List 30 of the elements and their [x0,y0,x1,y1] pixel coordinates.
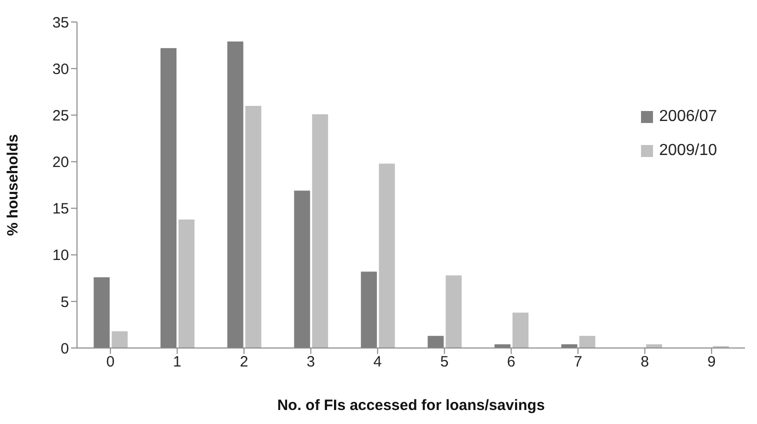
y-tick-label: 10 [52,247,69,264]
y-axis-title: % households [4,134,22,236]
bar [446,275,462,348]
bar [378,164,395,348]
x-axis-title: No. of FIs accessed for loans/savings [277,397,545,414]
bar [178,219,194,348]
x-tick-label: 7 [574,354,582,371]
y-tick-label: 5 [60,294,69,311]
x-tick-label: 6 [507,354,516,371]
legend-label: 2009/10 [659,141,717,161]
bar [112,331,128,348]
y-tick-label: 15 [52,200,69,218]
x-tick-label: 3 [306,354,315,371]
y-tick-label: 25 [52,107,69,124]
x-tick-label: 2 [240,354,248,371]
x-tick-label: 5 [440,354,449,371]
y-tick-label: 20 [52,154,69,172]
x-tick-label: 9 [707,354,716,371]
bar [579,336,596,348]
x-tick-label: 1 [173,354,182,371]
y-tick-label: 0 [60,340,69,358]
bar [512,312,528,348]
bar [312,114,328,348]
x-tick-label: 4 [373,354,382,371]
x-tick-label: 0 [106,354,115,371]
x-tick-label: 8 [640,354,649,371]
y-tick-label: 35 [52,14,69,32]
bar [245,106,262,348]
legend-label: 2006/07 [659,107,717,127]
y-tick-label: 30 [52,60,69,78]
